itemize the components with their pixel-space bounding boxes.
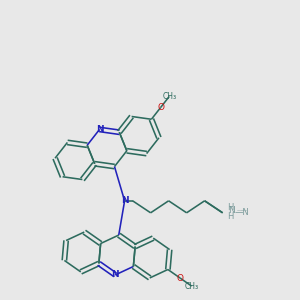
Text: O: O (157, 103, 164, 112)
Text: H: H (227, 212, 234, 221)
Text: N: N (228, 206, 235, 215)
Text: N: N (121, 196, 128, 205)
Text: CH₃: CH₃ (162, 92, 176, 101)
Text: ——: —— (237, 208, 248, 213)
Text: N: N (111, 270, 119, 279)
Text: O: O (177, 274, 184, 283)
Text: CH₃: CH₃ (184, 282, 199, 291)
Text: H: H (227, 203, 234, 212)
Text: —N: —N (235, 208, 249, 217)
Text: N: N (96, 125, 103, 134)
